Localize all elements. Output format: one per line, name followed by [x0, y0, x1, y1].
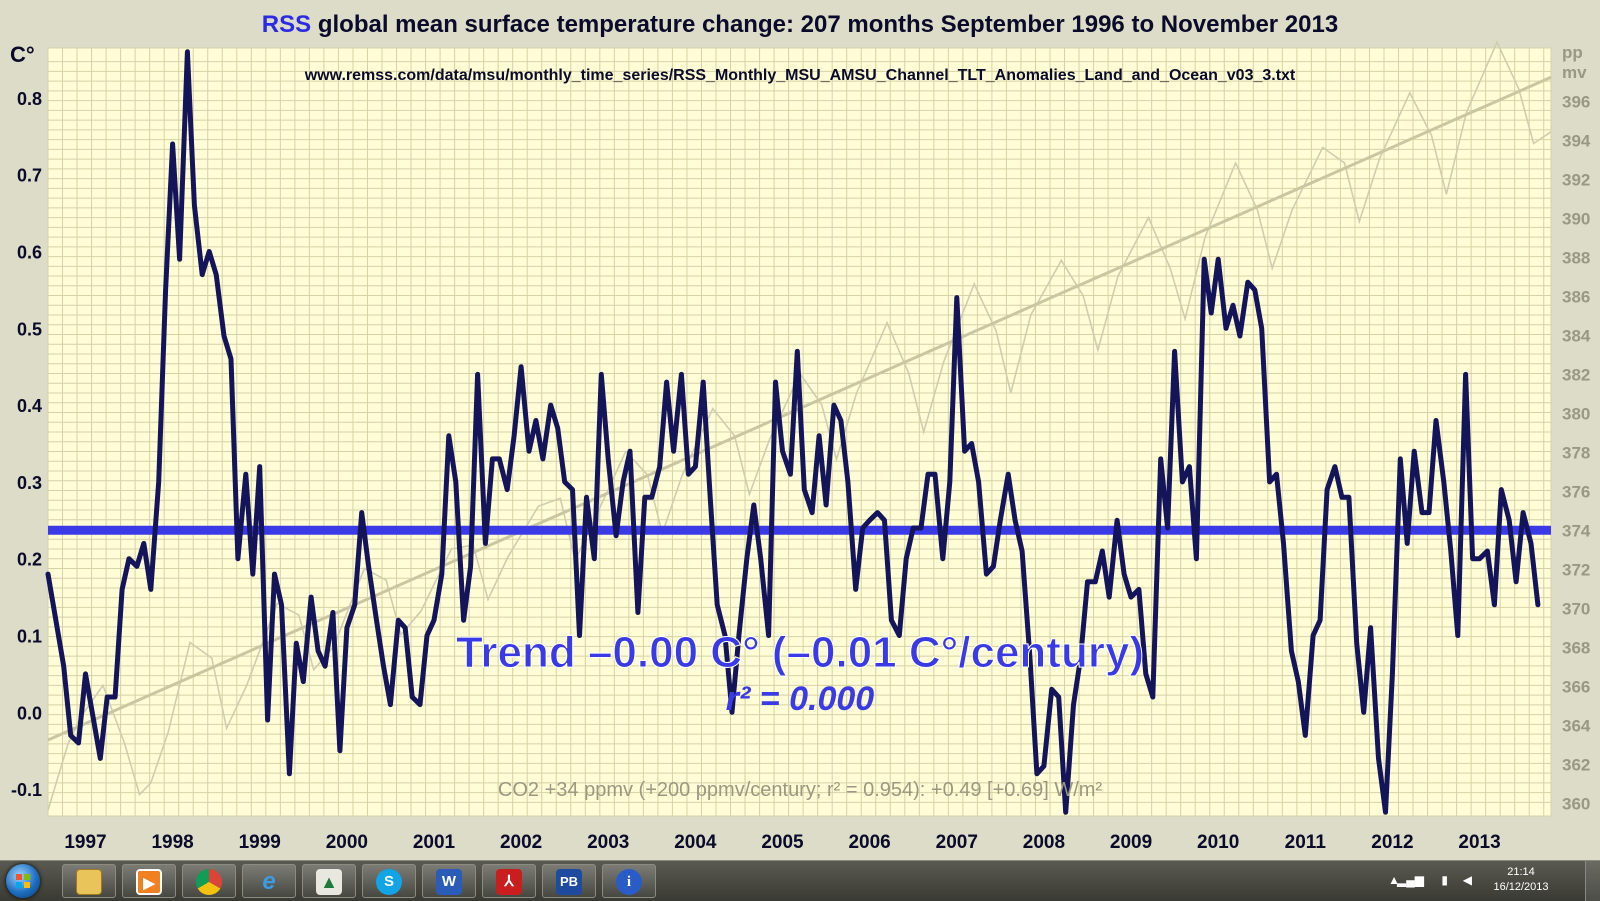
acrobat-icon: ⅄ — [496, 869, 522, 895]
y-tick-label: 0.5 — [17, 319, 42, 339]
y-tick-label: 0.1 — [17, 627, 42, 647]
skype-icon: S — [376, 869, 402, 895]
x-tick-label: 1999 — [239, 832, 281, 853]
volume-icon[interactable]: ◀ — [1462, 873, 1472, 887]
chart-title-rest: global mean surface temperature change: … — [311, 11, 1338, 38]
x-tick-label: 2006 — [848, 832, 890, 853]
taskbar-button-word[interactable]: W — [422, 864, 476, 898]
y2-tick-label: 386 — [1562, 288, 1590, 307]
y2-axis-ticks: 360 362 364 366 368 370 372 374 376 378 380 382 384 3… — [1562, 93, 1591, 814]
power-icon[interactable]: ▮ — [1441, 873, 1448, 887]
source-url: www.remss.com/data/msu/monthly_time_seri… — [304, 67, 1296, 84]
taskbar-button-publisher[interactable]: PB — [542, 864, 596, 898]
y-tick-label: 0.4 — [17, 396, 42, 416]
taskbar-button-explorer[interactable] — [62, 864, 116, 898]
word-icon: W — [436, 869, 462, 895]
y2-tick-label: 370 — [1562, 599, 1590, 618]
y2-tick-label: 392 — [1562, 171, 1590, 190]
taskbar-button-media-player[interactable]: ▶ — [122, 864, 176, 898]
x-tick-label: 2003 — [587, 832, 629, 853]
x-tick-label: 1997 — [64, 832, 106, 853]
x-tick-label: 2004 — [674, 832, 717, 853]
y2-tick-label: 368 — [1562, 638, 1590, 657]
taskbar: ▶ e ▲ S W ⅄ PB i ▲ ▂▄▆ ▮ ◀ 21:14 16/12/2… — [0, 860, 1600, 901]
temperature-chart: RSS global mean surface temperature chan… — [10, 11, 1591, 853]
y2-tick-label: 396 — [1562, 93, 1590, 112]
x-tick-label: 2001 — [413, 832, 456, 853]
taskbar-button-excel[interactable]: ▲ — [302, 864, 356, 898]
y2-tick-label: 388 — [1562, 249, 1590, 268]
taskbar-button-acrobat[interactable]: ⅄ — [482, 864, 536, 898]
chart-title-prefix: RSS — [262, 11, 311, 38]
y-unit-label: C° — [10, 42, 35, 67]
y2-tick-label: 362 — [1562, 755, 1590, 774]
x-tick-label: 2002 — [500, 832, 542, 853]
y-axis-ticks: -0.1 0.0 0.1 0.2 0.3 0.4 0.5 0.6 0.7 0.8 — [11, 89, 42, 800]
x-tick-label: 2011 — [1285, 832, 1327, 853]
folder-icon — [76, 869, 102, 895]
signal-icon[interactable]: ▂▄▆ — [1397, 873, 1424, 887]
y-tick-label: 0.7 — [17, 166, 42, 186]
x-tick-label: 2013 — [1458, 832, 1500, 853]
series-layer — [45, 49, 1541, 815]
y2-tick-label: 378 — [1562, 443, 1590, 462]
y-tick-label: 0.3 — [17, 473, 42, 493]
start-button[interactable] — [6, 864, 40, 898]
x-tick-label: 2008 — [1023, 832, 1065, 853]
y2-tick-label: 380 — [1562, 405, 1590, 424]
co2-annotation: CO2 +34 ppmv (+200 ppmv/century; r² = 0.… — [498, 779, 1103, 801]
tray-expand-icon[interactable]: ▲ — [1388, 873, 1400, 887]
y2-tick-label: 366 — [1562, 677, 1590, 696]
y2-unit-label-line1: pp — [1562, 43, 1583, 62]
taskbar-button-info[interactable]: i — [602, 864, 656, 898]
y-tick-label: 0.0 — [17, 703, 42, 723]
x-axis-ticks: 1997 1998 1999 2000 2001 2002 2003 2004 2005 2006… — [64, 832, 1500, 853]
y-tick-label: 0.8 — [17, 89, 42, 109]
x-tick-label: 2007 — [936, 832, 978, 853]
y2-tick-label: 382 — [1562, 366, 1590, 385]
chart-title: RSS global mean surface temperature chan… — [262, 11, 1338, 38]
excel-icon: ▲ — [316, 869, 342, 895]
clock-date: 16/12/2013 — [1493, 881, 1549, 893]
y2-tick-label: 390 — [1562, 210, 1590, 229]
y2-tick-label: 376 — [1562, 482, 1590, 501]
y2-tick-label: 364 — [1562, 716, 1591, 735]
y2-tick-label: 372 — [1562, 560, 1590, 579]
windows-logo-icon — [16, 874, 30, 888]
taskbar-button-skype[interactable]: S — [362, 864, 416, 898]
x-tick-label: 2012 — [1371, 832, 1413, 853]
y2-tick-label: 384 — [1562, 327, 1591, 346]
x-tick-label: 2000 — [326, 832, 368, 853]
x-tick-label: 1998 — [151, 832, 193, 853]
y2-tick-label: 374 — [1562, 521, 1591, 540]
y2-tick-label: 394 — [1562, 132, 1591, 151]
show-desktop-button[interactable] — [1585, 861, 1600, 901]
trend-annotation: Trend –0.00 C° (–0.01 C°/century) — [456, 628, 1144, 677]
y2-unit-label-line2: mv — [1562, 63, 1587, 82]
temperature-series-line — [45, 49, 1541, 815]
r-squared-annotation: r² = 0.000 — [726, 680, 874, 718]
x-tick-label: 2005 — [761, 832, 804, 853]
y-tick-label: 0.2 — [17, 550, 42, 570]
media-player-icon: ▶ — [136, 869, 162, 895]
system-tray: ▲ ▂▄▆ ▮ ◀ 21:14 16/12/2013 — [1380, 861, 1600, 901]
y-tick-label: -0.1 — [11, 780, 42, 800]
y2-tick-label: 360 — [1562, 794, 1590, 813]
internet-explorer-icon: e — [262, 868, 276, 895]
publisher-icon: PB — [556, 869, 582, 895]
x-tick-label: 2009 — [1110, 832, 1152, 853]
info-icon: i — [616, 869, 642, 895]
chrome-icon — [196, 869, 222, 895]
y-tick-label: 0.6 — [17, 243, 42, 263]
taskbar-button-ie[interactable]: e — [242, 864, 296, 898]
clock-time: 21:14 — [1507, 866, 1535, 878]
taskbar-button-chrome[interactable] — [182, 864, 236, 898]
x-tick-label: 2010 — [1197, 832, 1239, 853]
clock[interactable]: 21:14 16/12/2013 — [1486, 865, 1556, 895]
